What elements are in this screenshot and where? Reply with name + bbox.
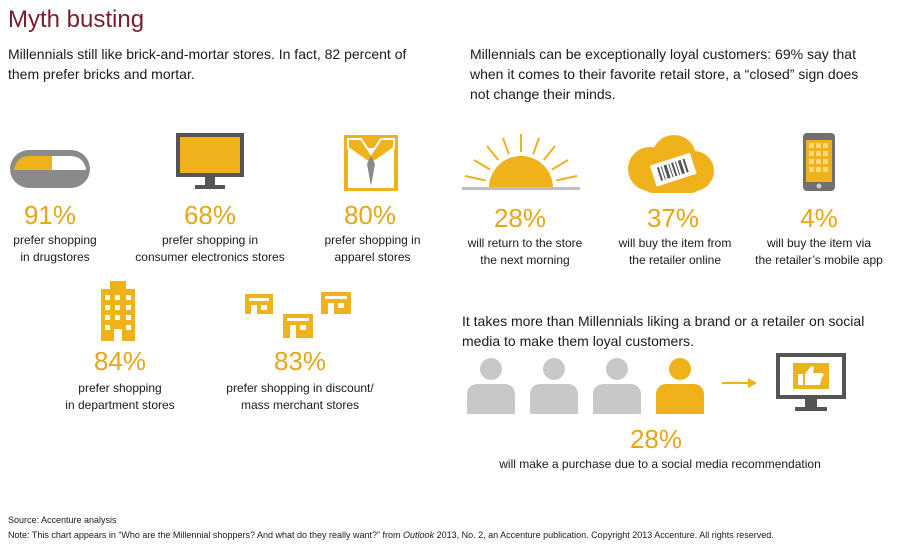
stat-caption-line1: prefer shopping in xyxy=(324,233,421,247)
stat-caption-line2: the next morning xyxy=(480,253,570,267)
stat-caption-line1: will return to the store xyxy=(467,236,583,250)
stat-caption-line1: prefer shopping in discount/ xyxy=(226,381,374,395)
pill-icon xyxy=(8,148,92,190)
source-note: Source: Accenture analysis xyxy=(8,515,117,525)
stat-caption-line2: mass merchant stores xyxy=(240,398,360,412)
stat-percent: 83% xyxy=(273,346,327,376)
left-intro-text: Millennials still like brick-and-mortar … xyxy=(8,46,407,82)
stat-percent: 91% xyxy=(23,200,77,230)
shirt-icon xyxy=(343,134,399,192)
people-icon-group xyxy=(465,358,705,414)
social-text: It takes more than Millennials liking a … xyxy=(462,313,865,349)
sunrise-icon xyxy=(462,130,580,192)
stat-caption-line2: the retailer’s mobile app xyxy=(755,253,883,267)
price-tag-cloud-icon xyxy=(622,133,720,195)
stat-caption-line1: prefer shopping xyxy=(78,381,162,395)
stat-percent: 4% xyxy=(800,203,838,233)
stat-caption-line1: will buy the item from xyxy=(618,236,732,250)
person-icon xyxy=(467,358,515,414)
copyright-note: Note: This chart appears in “Who are the… xyxy=(8,530,774,540)
person-icon xyxy=(593,358,641,414)
stat-caption-line2: consumer electronics stores xyxy=(135,250,285,264)
arrow-right-icon xyxy=(722,377,758,389)
stat-percent: 80% xyxy=(343,200,397,230)
monitor-like-icon xyxy=(775,352,847,414)
stat-caption-line2: in department stores xyxy=(65,398,175,412)
stat-percent: 84% xyxy=(93,346,147,376)
stat-caption-line2: in drugstores xyxy=(20,250,90,264)
right-intro-text: Millennials can be exceptionally loyal c… xyxy=(470,46,859,102)
stat-percent: 68% xyxy=(183,200,237,230)
smartphone-icon xyxy=(802,132,836,192)
stat-caption-line1: prefer shopping xyxy=(13,233,97,247)
stat-caption-line1: will buy the item via xyxy=(766,236,872,250)
stat-caption-line2: apparel stores xyxy=(334,250,411,264)
social-percent: 28% xyxy=(629,424,683,454)
stat-percent: 28% xyxy=(493,203,547,233)
person-icon xyxy=(530,358,578,414)
page-title: Myth busting xyxy=(8,6,145,33)
stat-percent: 37% xyxy=(646,203,700,233)
building-icon xyxy=(98,279,138,341)
stat-caption-line2: the retailer online xyxy=(628,253,722,267)
social-caption: will make a purchase due to a social med… xyxy=(499,457,821,471)
person-highlight-icon xyxy=(656,358,704,414)
monitor-icon xyxy=(175,132,245,192)
stat-caption-line1: prefer shopping in xyxy=(161,233,259,247)
stores-icon xyxy=(243,290,355,342)
